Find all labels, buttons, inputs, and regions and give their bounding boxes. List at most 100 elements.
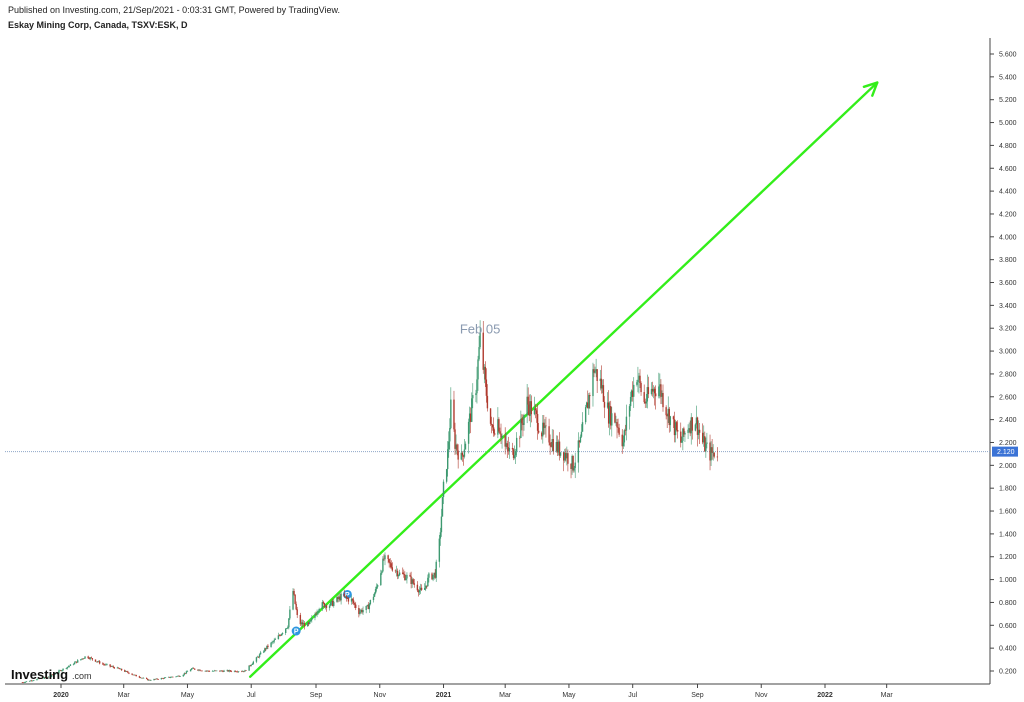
candle-body: [537, 430, 540, 433]
candle: [501, 433, 503, 449]
candle: [303, 621, 306, 630]
candle: [599, 369, 601, 391]
candle: [618, 423, 620, 437]
candle: [75, 661, 78, 664]
candle: [471, 392, 473, 423]
candle: [536, 404, 539, 440]
candle: [584, 404, 587, 425]
candle-body: [499, 431, 501, 434]
candle: [337, 595, 339, 603]
candle-body: [406, 574, 408, 579]
candle-body: [610, 406, 612, 426]
candle-body: [661, 393, 663, 397]
candle: [141, 677, 144, 679]
candle-body: [274, 639, 276, 640]
candle: [631, 381, 634, 402]
candle: [32, 680, 34, 682]
candle-body: [22, 682, 25, 684]
candle-body: [600, 378, 603, 389]
candle-body: [621, 434, 623, 447]
candle-body: [61, 670, 63, 671]
candle-body: [87, 656, 89, 659]
candle: [464, 441, 467, 450]
candle-body: [638, 375, 640, 380]
candle: [441, 496, 444, 517]
candle: [295, 601, 297, 611]
candle: [445, 468, 448, 484]
candle-body: [24, 681, 27, 683]
candle: [527, 387, 529, 415]
candle-body: [207, 670, 210, 672]
candle: [185, 670, 188, 675]
candle-body: [84, 656, 86, 659]
candle-body: [190, 668, 193, 670]
candle-body: [183, 673, 186, 675]
candle: [271, 640, 273, 645]
candle-body: [222, 671, 224, 672]
candle-body: [435, 561, 437, 578]
candle-body: [426, 585, 428, 587]
candle-body: [472, 395, 474, 399]
candle: [432, 574, 434, 582]
candle-body: [367, 605, 369, 610]
candle-body: [255, 657, 258, 662]
candle-body: [695, 417, 698, 425]
candle: [46, 676, 49, 678]
candle-body: [150, 680, 152, 681]
candle: [133, 674, 135, 676]
candle: [567, 449, 569, 472]
candle: [229, 669, 232, 672]
candle: [614, 412, 616, 424]
candle: [116, 666, 119, 669]
candle: [154, 679, 156, 680]
marker-circle: [291, 626, 301, 636]
candle: [287, 625, 289, 630]
candle-body: [607, 402, 610, 424]
candle: [607, 390, 610, 428]
candle-body: [623, 430, 626, 443]
candle-body: [420, 587, 423, 590]
candle: [208, 670, 211, 672]
candle: [146, 677, 148, 680]
candle-body: [285, 628, 287, 634]
candle: [222, 670, 224, 673]
candle-body: [288, 618, 290, 628]
candle-body: [111, 666, 113, 668]
candle-body: [589, 395, 591, 397]
investing-logo: Investing .com: [11, 667, 92, 682]
candle: [97, 660, 100, 663]
candle: [526, 384, 528, 424]
candle-body: [395, 570, 398, 572]
candle-body: [249, 665, 251, 667]
candle: [640, 381, 642, 396]
y-tick-label: 3.000: [999, 349, 1017, 356]
candle-body: [475, 393, 477, 396]
candle-body: [653, 388, 656, 394]
candle: [646, 374, 649, 409]
candle-body: [171, 676, 173, 678]
candle: [477, 355, 479, 391]
candle: [23, 681, 26, 684]
candle-body: [543, 422, 545, 429]
candle-body: [497, 419, 499, 435]
candle: [205, 670, 207, 672]
candle-body: [116, 667, 119, 669]
candle-body: [688, 428, 690, 430]
candle-body: [636, 382, 638, 385]
marker-badge[interactable]: P: [291, 626, 301, 636]
candle-body: [417, 590, 420, 593]
candle-body: [669, 416, 672, 426]
candle-body: [95, 661, 98, 663]
candle: [492, 417, 495, 437]
candle: [528, 394, 530, 422]
candle-body: [259, 652, 262, 655]
candle-body: [125, 671, 127, 672]
candle: [571, 454, 573, 475]
candle-body: [684, 432, 686, 435]
candle: [529, 394, 531, 428]
candle: [420, 584, 423, 591]
candle: [84, 656, 86, 659]
candle: [67, 665, 70, 668]
candle-body: [366, 605, 368, 606]
